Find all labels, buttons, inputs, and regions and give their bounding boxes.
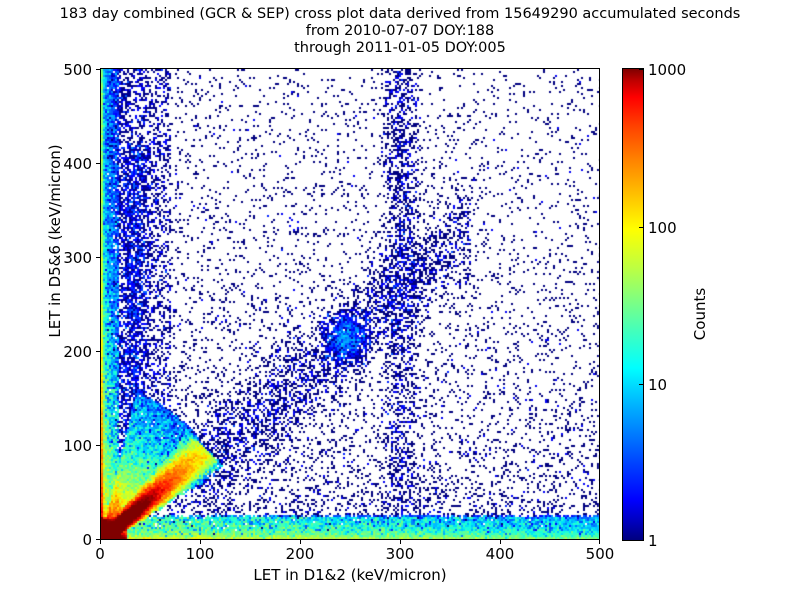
colorbar-title: Counts <box>691 287 709 341</box>
xtick-mark-2 <box>300 540 302 544</box>
x-axis-label: LET in D1&2 (keV/micron) <box>253 566 447 584</box>
density-scatter-plot <box>101 69 599 539</box>
ytick-mark-0 <box>96 539 100 541</box>
ytick-mark-3 <box>96 257 100 259</box>
ytick-label-4: 400 <box>63 155 92 173</box>
xtick-label-4: 400 <box>485 545 515 563</box>
ytick-label-2: 200 <box>63 343 92 361</box>
xtick-mark-1 <box>200 540 202 544</box>
xtick-mark-5 <box>599 540 601 544</box>
colorbar-label-1000: 1000 <box>648 61 687 79</box>
colorbar-tick-1 <box>639 540 644 542</box>
ytick-label-5: 500 <box>63 61 92 79</box>
colorbar-tick-10 <box>639 384 644 386</box>
ytick-mark-2 <box>96 351 100 353</box>
colorbar-gradient <box>622 68 644 541</box>
ytick-mark-1 <box>96 445 100 447</box>
colorbar-tick-100 <box>639 227 644 229</box>
ytick-label-1: 100 <box>63 437 92 455</box>
xtick-label-5: 500 <box>585 545 615 563</box>
title-line-1: 183 day combined (GCR & SEP) cross plot … <box>59 6 741 22</box>
xtick-mark-3 <box>400 540 402 544</box>
title-line-3: through 2011-01-05 DOY:005 <box>294 40 506 56</box>
xtick-label-2: 200 <box>285 545 315 563</box>
colorbar-tick-1000 <box>639 69 644 71</box>
title-line-2: from 2010-07-07 DOY:188 <box>305 23 495 39</box>
figure-title: 183 day combined (GCR & SEP) cross plot … <box>0 6 800 57</box>
plot-axes-area <box>100 68 600 540</box>
ytick-label-3: 300 <box>63 249 92 267</box>
xtick-mark-0 <box>100 540 102 544</box>
xtick-label-3: 300 <box>385 545 415 563</box>
xtick-mark-4 <box>500 540 502 544</box>
colorbar-label-100: 100 <box>648 219 677 237</box>
ytick-label-0: 0 <box>82 531 92 549</box>
colorbar-label-1: 1 <box>648 532 658 550</box>
xtick-label-1: 100 <box>185 545 215 563</box>
ytick-mark-5 <box>96 69 100 71</box>
xtick-label-0: 0 <box>95 545 105 563</box>
ytick-mark-4 <box>96 163 100 165</box>
colorbar-label-10: 10 <box>648 376 668 394</box>
y-axis-label: LET in D5&6 (keV/micron) <box>46 144 64 338</box>
